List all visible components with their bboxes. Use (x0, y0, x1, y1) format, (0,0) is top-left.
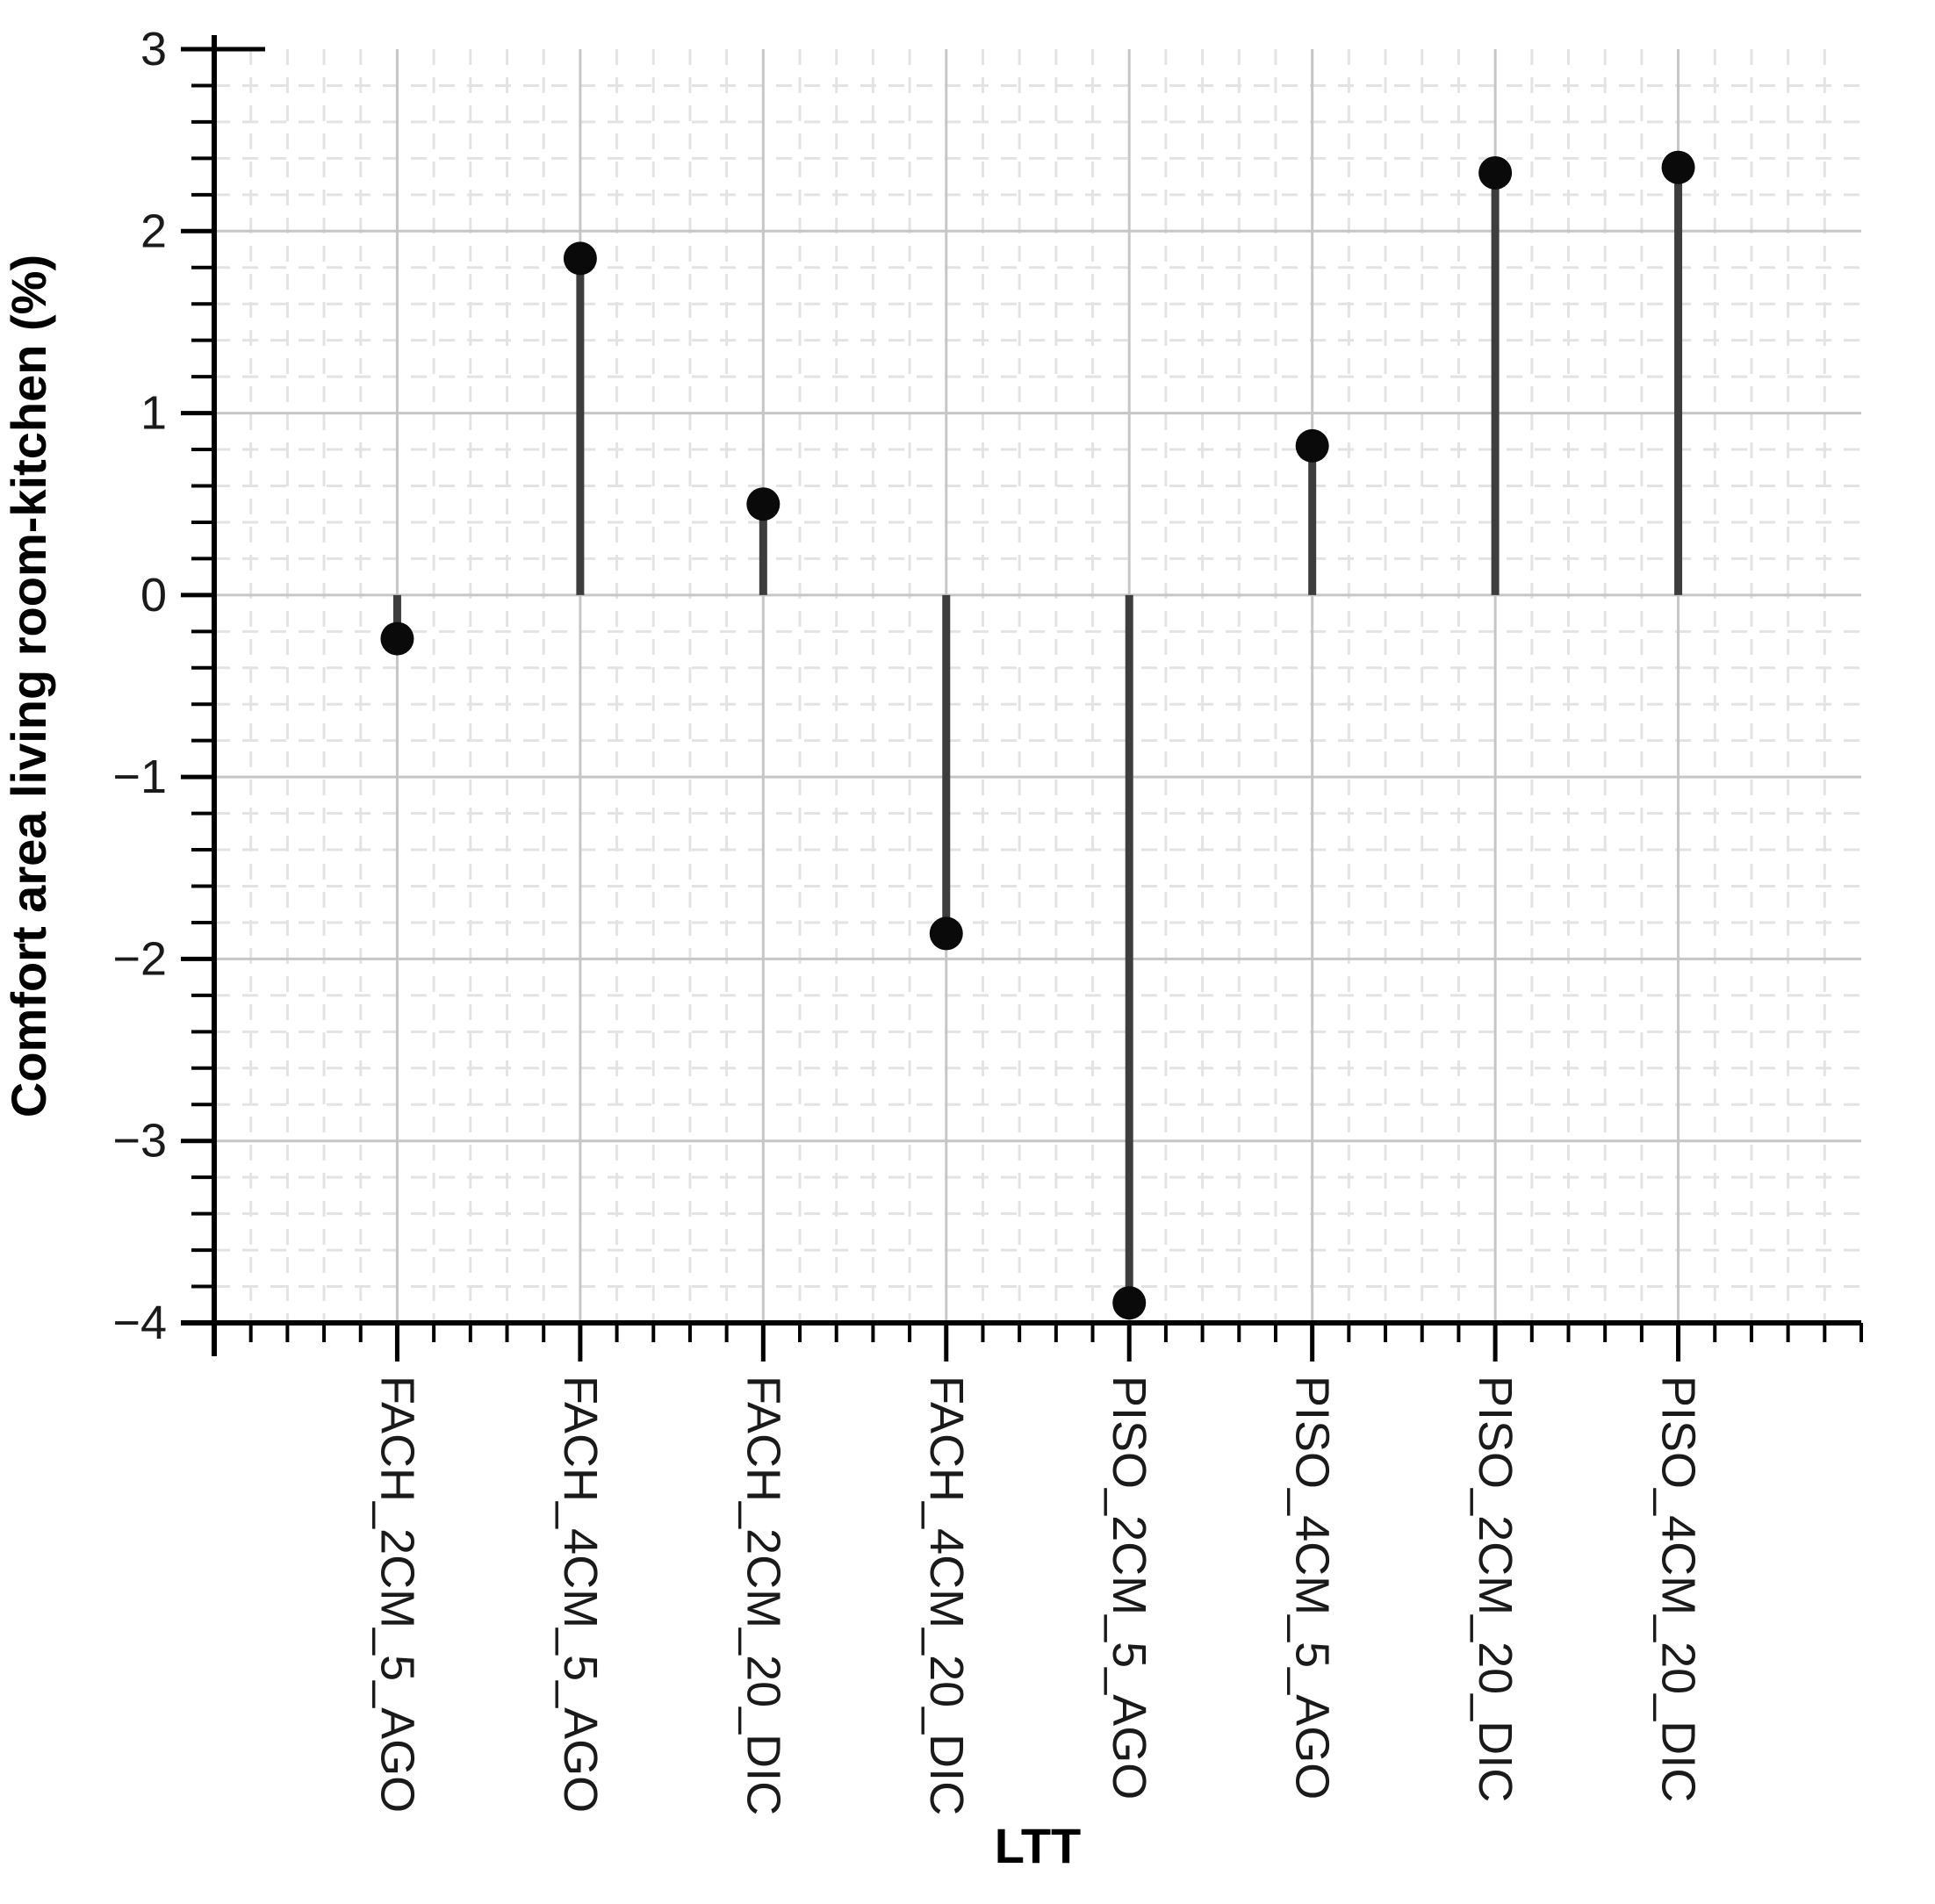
x-axis-title: LTT (995, 1818, 1081, 1873)
category-label-7: PISO_4CM_20_DIC (1652, 1376, 1705, 1802)
axis-ticks (181, 47, 1863, 1362)
ytick-labels: 3 2 1 0 −1 −2 −3 −4 (112, 23, 167, 1349)
ytick-label-1: 1 (140, 387, 167, 440)
category-label-1: FACH_4CM_5_AGO (554, 1376, 607, 1813)
axis-spines (181, 35, 1861, 1356)
minor-gridlines (214, 49, 1861, 1323)
ytick-label--4: −4 (112, 1297, 167, 1349)
marker-7 (1661, 150, 1695, 184)
ytick-label-3: 3 (140, 23, 167, 75)
marker-6 (1478, 155, 1513, 190)
major-gridlines (214, 49, 1861, 1323)
category-label-2: FACH_2CM_20_DIC (737, 1376, 789, 1815)
category-label-3: FACH_4CM_20_DIC (920, 1376, 973, 1815)
ytick-label--2: −2 (112, 932, 167, 985)
category-label-6: PISO_2CM_20_DIC (1469, 1376, 1521, 1802)
ytick-label-0: 0 (140, 569, 167, 621)
marker-4 (1112, 1286, 1147, 1320)
category-label-4: PISO_2CM_5_AGO (1103, 1376, 1155, 1800)
y-axis-title: Comfort area living room-kitchen (%) (1, 255, 56, 1117)
category-labels: FACH_2CM_5_AGO FACH_4CM_5_AGO FACH_2CM_20_… (370, 1376, 1704, 1815)
ytick-label--3: −3 (112, 1115, 167, 1168)
marker-0 (380, 621, 414, 656)
marker-5 (1295, 428, 1329, 463)
category-label-0: FACH_2CM_5_AGO (370, 1376, 423, 1813)
ytick-label-2: 2 (140, 205, 167, 257)
marker-3 (929, 916, 963, 951)
markers (380, 150, 1695, 1320)
ytick-label--1: −1 (112, 751, 167, 803)
category-label-5: PISO_4CM_5_AGO (1286, 1376, 1339, 1800)
stems (392, 167, 1683, 1304)
marker-1 (563, 241, 597, 276)
marker-2 (746, 487, 780, 521)
